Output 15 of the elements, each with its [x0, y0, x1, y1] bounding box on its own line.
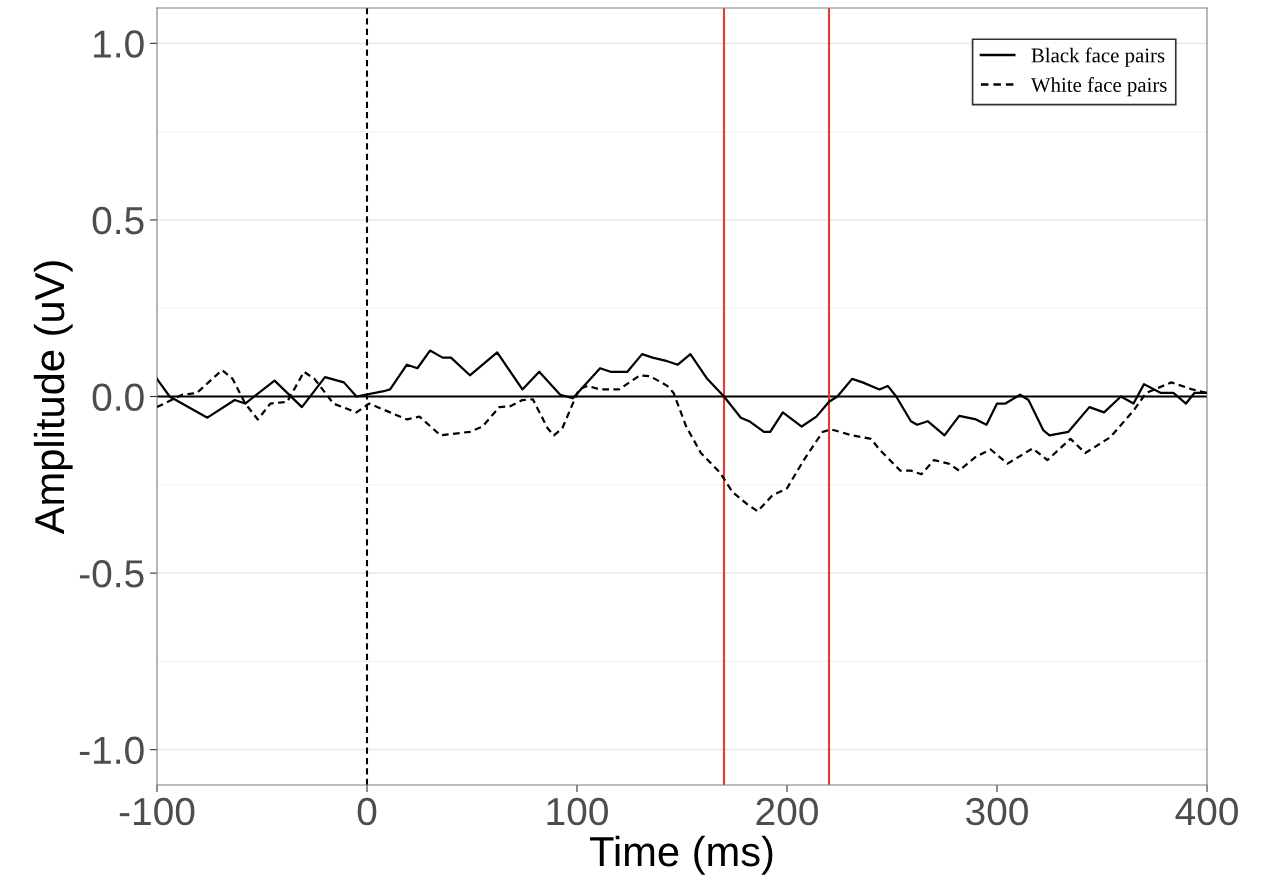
x-tick-label: 0 — [357, 797, 377, 826]
y-tick-label: -1.0 — [79, 736, 144, 765]
legend-label: White face pairs — [1030, 77, 1167, 97]
y-tick-label: 0.0 — [92, 383, 144, 411]
x-tick-label: 100 — [547, 797, 608, 826]
y-tick-label: -0.5 — [79, 560, 144, 588]
x-tick-label: 300 — [966, 797, 1028, 826]
legend-label: Black face pairs — [1031, 47, 1165, 67]
y-tick-label: 0.5 — [92, 206, 144, 235]
x-tick-label: 200 — [756, 797, 818, 826]
x-tick-label: -100 — [119, 797, 195, 826]
x-axis-title: Time (ms) — [589, 835, 773, 875]
x-tick-label: 400 — [1175, 797, 1238, 826]
y-axis-title: Amplitude (uV) — [33, 261, 73, 535]
y-tick-label: 1.0 — [94, 30, 144, 58]
